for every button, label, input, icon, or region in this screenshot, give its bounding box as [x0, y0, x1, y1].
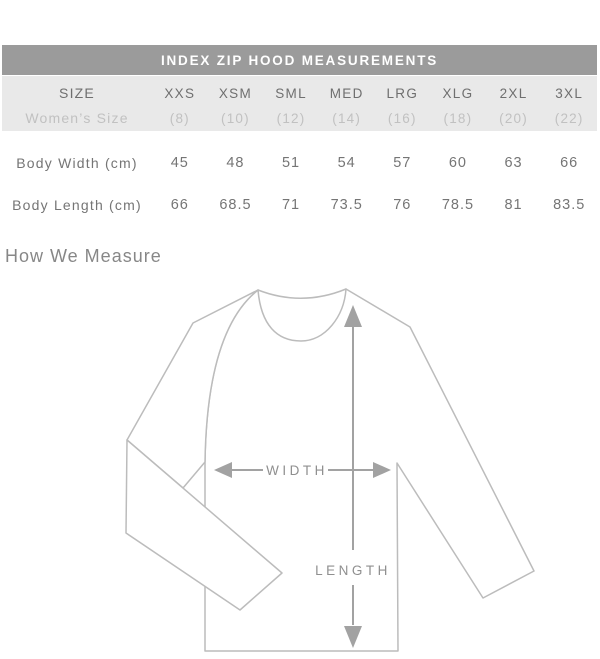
body-length-value-cell: 78.5: [441, 197, 475, 213]
table-title-bar: INDEX ZIP HOOD MEASUREMENTS: [2, 45, 597, 75]
womens-size-cell: (10): [221, 110, 250, 126]
body-width-value-cell: 51: [281, 155, 301, 171]
womens-size-cell: (20): [499, 110, 528, 126]
body-length-value-cell: 76: [393, 197, 412, 213]
body-length-value-cell: 71: [281, 197, 301, 213]
size-header-row: SIZE XXS XSM SML MED LRG XLG 2XL 3XL: [2, 80, 597, 106]
body-length-value-cell: 68.5: [219, 197, 252, 213]
left-upper-sleeve-outline: [126, 289, 259, 489]
body-length-value-cell: 66: [170, 197, 189, 213]
size-row-label: SIZE: [59, 85, 95, 101]
garment-diagram-svg: WIDTH LENGTH: [125, 288, 535, 652]
length-measure-label: LENGTH: [315, 563, 391, 578]
size-cell: 2XL: [499, 85, 528, 101]
left-folded-sleeve-outline: [125, 439, 283, 611]
size-cell: MED: [329, 85, 364, 101]
size-cell: XLG: [442, 85, 474, 101]
womens-size-cell: (18): [443, 110, 473, 126]
body-length-value-cell: 73.5: [330, 197, 363, 213]
front-neckline: [257, 288, 347, 342]
size-header-block: [2, 76, 597, 131]
size-cell: XSM: [218, 85, 253, 101]
body-length-row-label: Body Length (cm): [12, 197, 142, 213]
width-measure-label: WIDTH: [266, 463, 328, 478]
body-length-value-cell: 81: [504, 197, 523, 213]
womens-size-cell: (8): [169, 110, 190, 126]
size-cell: SML: [275, 85, 307, 101]
size-cell: XXS: [164, 85, 196, 101]
length-arrow: [344, 305, 362, 648]
womens-size-row: Women’s Size (8) (10) (12) (14) (16) (18…: [2, 105, 597, 131]
size-cell: 3XL: [555, 85, 584, 101]
body-width-value-cell: 48: [226, 155, 245, 171]
body-width-row-label: Body Width (cm): [16, 155, 138, 171]
width-arrow: [214, 462, 391, 478]
womens-size-cell: (12): [276, 110, 306, 126]
womens-size-cell: (22): [554, 110, 584, 126]
body-width-value-cell: 45: [170, 155, 189, 171]
garment-diagram: WIDTH LENGTH: [0, 285, 600, 659]
body-length-value-cell: 83.5: [553, 197, 586, 213]
size-cell: LRG: [386, 85, 419, 101]
womens-size-cell: (14): [332, 110, 362, 126]
table-title: INDEX ZIP HOOD MEASUREMENTS: [160, 52, 439, 68]
section-heading: How We Measure: [5, 246, 162, 266]
womens-size-row-label: Women’s Size: [25, 110, 129, 126]
body-width-value-cell: 60: [448, 155, 467, 171]
measurement-arrows: [214, 305, 391, 648]
womens-size-cell: (16): [387, 110, 417, 126]
body-width-value-cell: 63: [504, 155, 523, 171]
body-length-row: Body Length (cm) 66 68.5 71 73.5 76 78.5…: [2, 192, 597, 218]
body-width-value-cell: 57: [393, 155, 412, 171]
body-width-row: Body Width (cm) 45 48 51 54 57 60 63 66: [2, 150, 597, 176]
body-width-value-cell: 54: [337, 155, 356, 171]
body-width-value-cell: 66: [560, 155, 579, 171]
